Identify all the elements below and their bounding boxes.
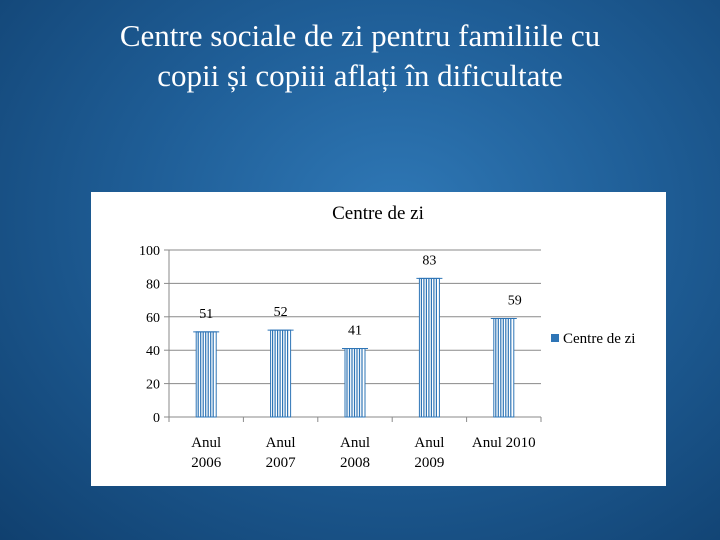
- axes: 0 20 40 60 80 100 Anul 2006 Anul 2007 Anul 2008 Anul…: [139, 244, 542, 471]
- data-label: 52: [274, 305, 288, 320]
- data-label: 41: [348, 324, 362, 339]
- legend: Centre de zi: [551, 331, 635, 347]
- bar: [490, 317, 517, 418]
- bar: [193, 331, 220, 418]
- data-label: 83: [422, 253, 436, 268]
- category-label: Anul: [191, 435, 221, 451]
- y-tick-label: 0: [153, 411, 160, 426]
- slide-title-line-2: copii și copiii aflați în dificultate: [157, 58, 563, 93]
- chart-title: Centre de zi: [332, 203, 424, 224]
- bar: [342, 348, 368, 418]
- category-label: 2008: [340, 455, 370, 471]
- category-label: Anul: [266, 435, 296, 451]
- category-label: Anul: [340, 435, 370, 451]
- chart-panel: Centre de zi 0 20 40 60 80 100 Anul 2006 Anul 200…: [91, 192, 666, 486]
- data-label: 59: [508, 293, 522, 308]
- data-labels: 51 52 41 83 59: [199, 253, 522, 338]
- legend-swatch: [551, 334, 559, 342]
- bar: [267, 329, 294, 418]
- data-label: 51: [199, 307, 213, 322]
- bars: [193, 277, 517, 418]
- bar: [416, 277, 443, 418]
- category-label: 2006: [191, 455, 222, 471]
- y-tick-label: 20: [146, 378, 160, 393]
- y-tick-label: 40: [146, 344, 160, 359]
- category-label: Anul: [414, 435, 444, 451]
- slide-title: Centre sociale de zi pentru familiile cu…: [20, 16, 700, 96]
- gridlines: [169, 249, 541, 385]
- y-tick-label: 100: [139, 244, 160, 259]
- category-label: 2007: [266, 455, 297, 471]
- y-tick-label: 80: [146, 277, 160, 292]
- legend-label: Centre de zi: [563, 331, 635, 347]
- slide-title-line-1: Centre sociale de zi pentru familiile cu: [119, 18, 601, 53]
- bar-chart: Centre de zi 0 20 40 60 80 100 Anul 2006 Anul 200…: [139, 203, 635, 471]
- category-label: Anul 2010: [472, 435, 536, 451]
- category-label: 2009: [414, 455, 444, 471]
- y-tick-label: 60: [146, 311, 160, 326]
